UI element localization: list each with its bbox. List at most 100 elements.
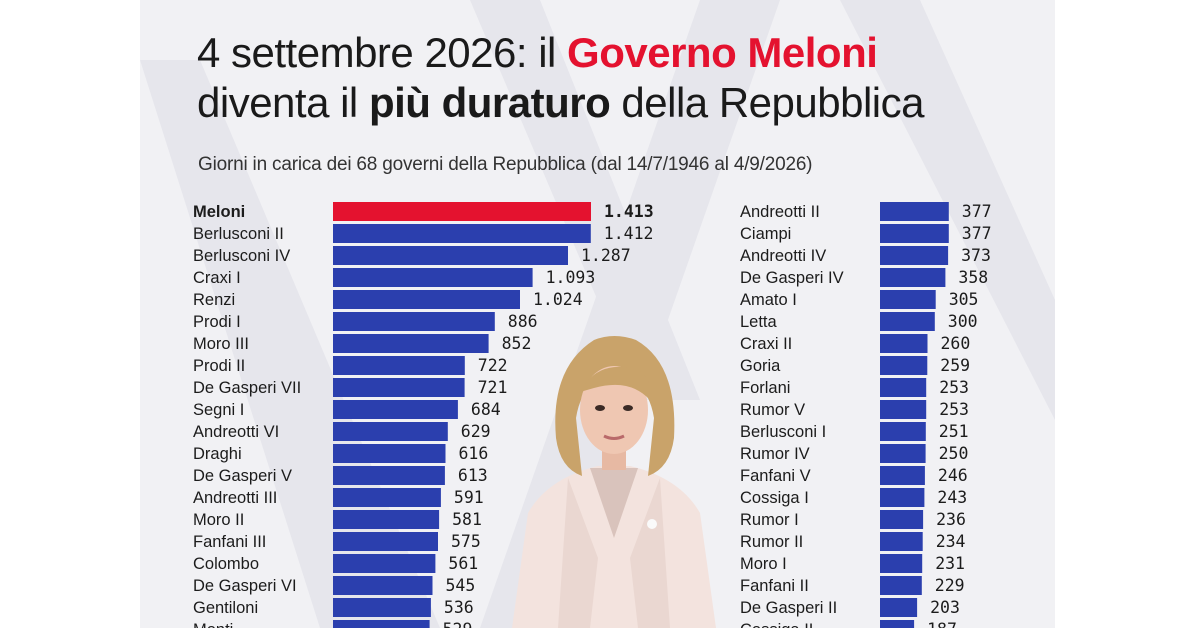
value-label: 358 — [958, 268, 988, 287]
value-label: 236 — [936, 510, 966, 529]
bar — [880, 224, 949, 243]
bar — [880, 378, 927, 397]
category-label: De Gasperi VI — [193, 577, 297, 595]
bar — [333, 290, 520, 309]
value-label: 721 — [478, 378, 508, 397]
value-label: 300 — [948, 312, 978, 331]
category-label: De Gasperi II — [740, 599, 837, 617]
value-label: 377 — [962, 224, 992, 243]
bar — [333, 422, 448, 441]
category-label: Colombo — [193, 555, 259, 573]
value-label: 616 — [459, 444, 489, 463]
value-label: 629 — [461, 422, 491, 441]
value-label: 305 — [949, 290, 979, 309]
value-label: 1.093 — [546, 268, 596, 287]
value-label: 260 — [941, 334, 971, 353]
bar — [333, 510, 440, 529]
category-label: De Gasperi IV — [740, 269, 844, 287]
bar — [880, 576, 922, 595]
category-label: Moro I — [740, 555, 787, 573]
category-label: Rumor I — [740, 511, 799, 529]
value-label: 722 — [478, 356, 508, 375]
value-label: 1.287 — [581, 246, 631, 265]
value-label: 591 — [454, 488, 484, 507]
bar — [880, 554, 923, 573]
bar — [333, 378, 465, 397]
value-label: 243 — [937, 488, 967, 507]
title-bold: più duraturo — [368, 79, 611, 126]
bar — [880, 202, 949, 221]
bar — [333, 598, 431, 617]
value-label: 377 — [962, 202, 992, 221]
bar — [333, 356, 465, 375]
category-label: Berlusconi IV — [193, 247, 290, 265]
bar — [333, 202, 591, 221]
value-label: 259 — [940, 356, 970, 375]
category-label: Forlani — [740, 379, 790, 397]
value-label: 886 — [508, 312, 538, 331]
value-label: 581 — [452, 510, 482, 529]
bar — [880, 400, 927, 419]
bar — [333, 488, 441, 507]
value-label: 234 — [936, 532, 966, 551]
bar — [880, 598, 918, 617]
category-label: Andreotti III — [193, 489, 277, 507]
value-label: 1.024 — [533, 290, 583, 309]
category-label: De Gasperi V — [193, 467, 292, 485]
value-label: 1.413 — [604, 202, 654, 221]
category-label: Draghi — [193, 445, 242, 463]
title-text: 4 settembre 2026: il — [197, 29, 568, 76]
bar — [333, 224, 591, 243]
category-label: Segni I — [193, 401, 244, 419]
category-label: Renzi — [193, 291, 235, 309]
chart-subtitle: Giorni in carica dei 68 governi della Re… — [198, 154, 813, 175]
value-label: 545 — [446, 576, 476, 595]
category-label: Meloni — [193, 203, 245, 221]
bar — [880, 290, 936, 309]
value-label: 253 — [939, 378, 969, 397]
bar — [880, 312, 935, 331]
category-label: Fanfani V — [740, 467, 811, 485]
bar — [880, 510, 924, 529]
category-label: Rumor V — [740, 401, 805, 419]
category-label: Berlusconi II — [193, 225, 284, 243]
category-label: Cossiga II — [740, 621, 813, 628]
value-label: 231 — [935, 554, 965, 573]
bar — [333, 334, 489, 353]
category-label: Rumor IV — [740, 445, 810, 463]
category-label: De Gasperi VII — [193, 379, 301, 397]
bar — [880, 532, 923, 551]
value-label: 187 — [927, 620, 957, 628]
bar — [333, 400, 458, 419]
category-label: Craxi II — [740, 335, 792, 353]
category-label: Rumor II — [740, 533, 803, 551]
value-label: 684 — [471, 400, 501, 419]
category-label: Prodi II — [193, 357, 245, 375]
value-label: 561 — [448, 554, 478, 573]
bar — [333, 246, 568, 265]
bar — [333, 466, 445, 485]
category-label: Fanfani III — [193, 533, 266, 551]
bar — [333, 532, 438, 551]
title-text: diventa il — [197, 79, 369, 126]
category-label: Andreotti VI — [193, 423, 279, 441]
bar — [333, 268, 533, 287]
category-label: Letta — [740, 313, 778, 331]
value-label: 250 — [939, 444, 969, 463]
bar — [880, 466, 925, 485]
bar — [880, 422, 926, 441]
category-label: Andreotti IV — [740, 247, 826, 265]
value-label: 373 — [961, 246, 991, 265]
bar — [880, 334, 928, 353]
category-label: Ciampi — [740, 225, 791, 243]
title-text: della Repubblica — [610, 79, 924, 126]
value-label: 529 — [443, 620, 473, 628]
category-label: Andreotti II — [740, 203, 820, 221]
title-line-2: diventa il più duraturo della Repubblica — [197, 78, 1097, 128]
category-label: Monti — [193, 621, 233, 628]
bar — [880, 620, 915, 628]
category-label: Fanfani II — [740, 577, 809, 595]
value-label: 251 — [939, 422, 969, 441]
value-label: 253 — [939, 400, 969, 419]
